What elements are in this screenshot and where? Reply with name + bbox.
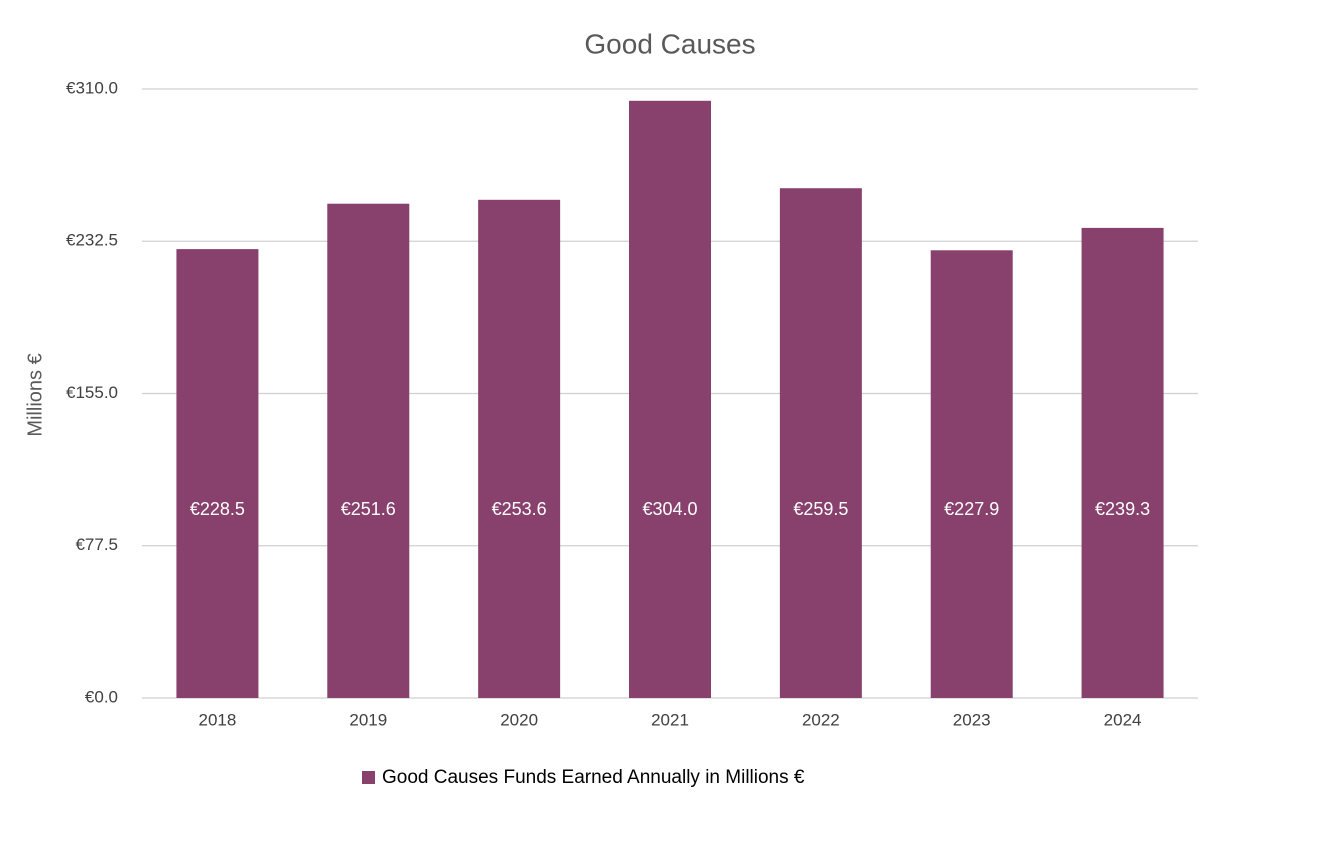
y-tick-label: €155.0 (66, 383, 118, 402)
x-tick-label: 2023 (953, 710, 991, 729)
value-label: €304.0 (642, 499, 697, 519)
chart-title: Good Causes (584, 28, 755, 59)
y-tick-label: €0.0 (85, 687, 118, 706)
value-label: €227.9 (944, 499, 999, 519)
y-tick-label: €310.0 (66, 78, 118, 97)
bar (176, 249, 259, 698)
x-tick-label: 2021 (651, 710, 689, 729)
value-label: €259.5 (793, 499, 848, 519)
value-label: €251.6 (341, 499, 396, 519)
x-tick-label: 2019 (349, 710, 387, 729)
bar (1081, 227, 1164, 698)
value-label: €253.6 (492, 499, 547, 519)
value-label: €228.5 (190, 499, 245, 519)
bar (779, 188, 862, 698)
y-axis-label: Millions € (24, 353, 46, 436)
x-tick-label: 2022 (802, 710, 840, 729)
y-tick-label: €77.5 (75, 535, 118, 554)
bar (930, 250, 1013, 698)
x-tick-label: 2020 (500, 710, 538, 729)
bar (629, 100, 711, 698)
bar (478, 199, 561, 698)
value-label: €239.3 (1095, 499, 1150, 519)
x-tick-label: 2018 (199, 710, 237, 729)
bar (327, 203, 410, 699)
legend-label: Good Causes Funds Earned Annually in Mil… (382, 767, 805, 788)
x-tick-label: 2024 (1104, 710, 1142, 729)
legend-swatch (362, 771, 375, 784)
y-tick-label: €232.5 (66, 231, 118, 250)
